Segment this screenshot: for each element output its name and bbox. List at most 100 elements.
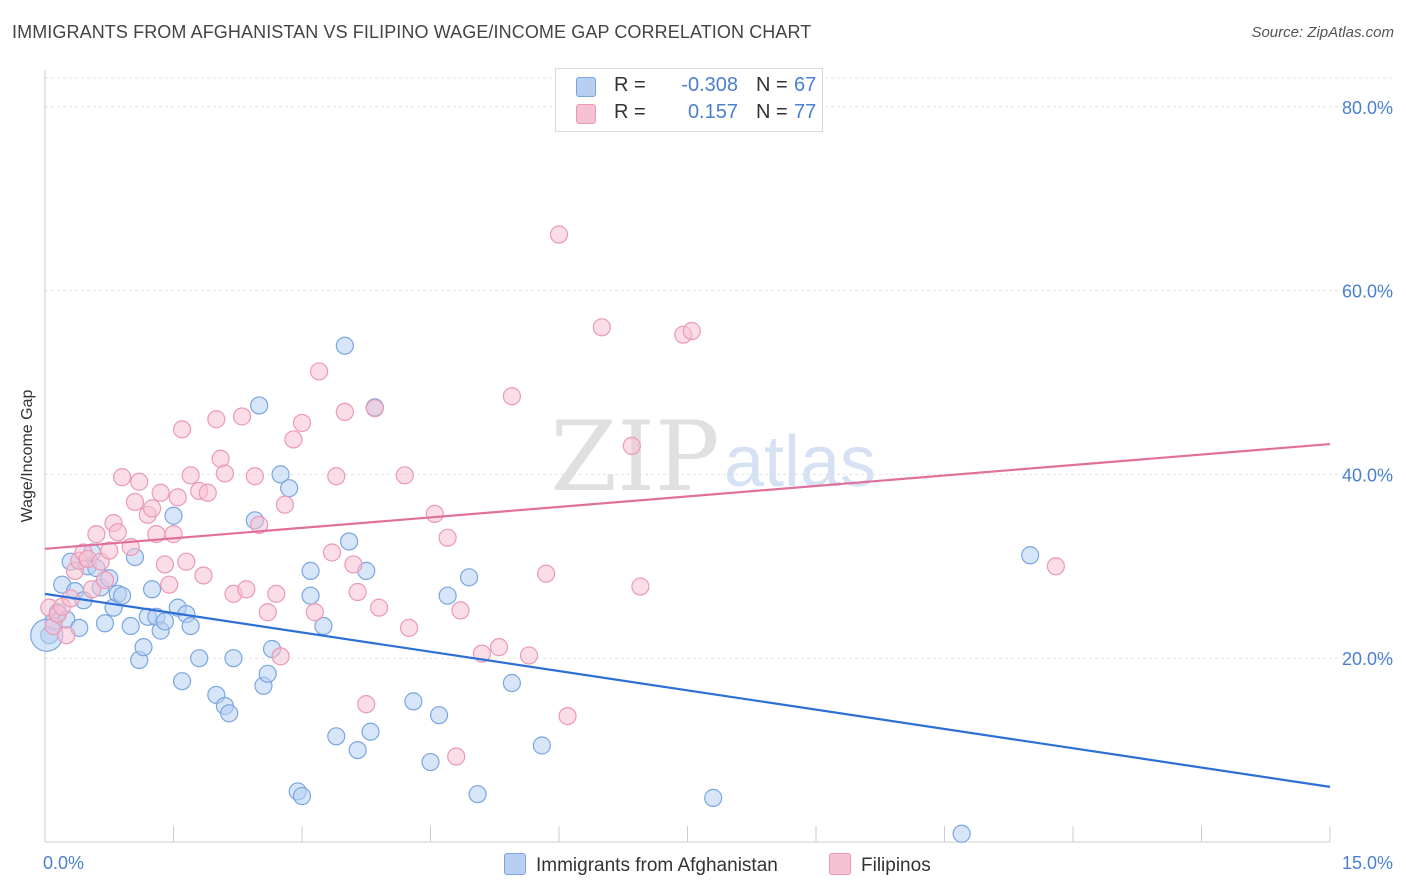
data-point <box>558 706 577 726</box>
data-point <box>1046 557 1065 576</box>
watermark-atlas: atlas <box>724 422 876 502</box>
data-point <box>181 466 200 485</box>
x-tick-label: 0.0% <box>43 853 84 873</box>
data-point <box>142 499 162 518</box>
trend-line-blue <box>44 592 1331 788</box>
watermark-zip: ZIP <box>550 401 719 513</box>
data-point <box>370 598 389 617</box>
data-point <box>704 788 723 807</box>
n-value: 77 <box>794 101 817 123</box>
data-point <box>322 543 342 562</box>
data-point <box>172 672 192 691</box>
data-point <box>95 614 115 633</box>
data-point <box>87 525 106 544</box>
y-tick-label: 60.0% <box>1342 282 1393 302</box>
r-label: R = <box>614 74 646 96</box>
stats-legend: R = -0.308 N = 67 R = 0.157 N = 77 <box>555 68 823 132</box>
y-tick-label: 40.0% <box>1342 465 1393 485</box>
data-point <box>250 396 269 415</box>
legend-swatch-pink <box>576 104 596 124</box>
data-point <box>631 577 650 596</box>
data-point <box>232 407 252 426</box>
data-point <box>155 612 175 631</box>
data-point <box>344 555 363 574</box>
data-point <box>168 488 187 507</box>
data-point <box>447 747 466 766</box>
data-point <box>310 362 329 381</box>
data-point <box>438 528 457 547</box>
data-point <box>425 504 444 524</box>
data-point <box>489 638 509 657</box>
trend-line-pink <box>44 442 1331 550</box>
data-point <box>459 568 479 587</box>
legend-label: Filipinos <box>861 855 931 876</box>
data-point <box>682 321 701 341</box>
data-point <box>155 555 175 574</box>
data-point <box>468 785 487 804</box>
r-value: -0.308 <box>681 74 738 96</box>
data-point <box>292 413 312 433</box>
data-point <box>1021 546 1040 565</box>
data-point <box>57 626 76 645</box>
data-point <box>181 616 200 636</box>
data-point <box>142 580 162 599</box>
data-point <box>622 436 641 455</box>
data-point <box>121 616 140 636</box>
data-point <box>399 618 419 637</box>
chart-title: IMMIGRANTS FROM AFGHANISTAN VS FILIPINO … <box>12 22 812 42</box>
data-point <box>532 736 551 755</box>
data-point <box>237 580 256 599</box>
data-point <box>112 468 132 487</box>
n-label: N = <box>756 101 788 123</box>
data-point <box>519 646 539 665</box>
data-point <box>125 492 145 512</box>
data-point <box>100 541 119 560</box>
data-point <box>549 225 569 244</box>
data-point <box>361 722 380 741</box>
data-point <box>267 584 286 603</box>
source-credit: Source: ZipAtlas.com <box>1251 24 1394 41</box>
y-tick-label: 20.0% <box>1342 649 1393 669</box>
data-point <box>502 673 521 693</box>
data-point <box>258 664 277 683</box>
y-tick-label: 80.0% <box>1342 98 1393 118</box>
legend-swatch-blue <box>576 77 596 97</box>
data-point <box>134 638 153 657</box>
data-point <box>340 532 359 551</box>
n-value: 67 <box>794 74 817 96</box>
data-point <box>335 336 354 355</box>
data-point <box>164 525 183 544</box>
data-point <box>190 649 209 668</box>
data-point <box>421 752 440 772</box>
axes <box>44 70 1331 843</box>
r-value: 0.157 <box>687 101 738 123</box>
data-point <box>429 706 449 725</box>
data-point <box>314 616 333 636</box>
data-point <box>220 704 239 723</box>
legend-item-filipinos[interactable]: Filipinos <box>829 853 931 877</box>
data-point <box>357 695 376 714</box>
data-point <box>250 515 269 535</box>
data-point <box>395 466 414 485</box>
data-point <box>327 727 346 746</box>
data-point <box>592 318 611 337</box>
data-point <box>305 603 324 622</box>
legend-item-afghanistan[interactable]: Immigrants from Afghanistan <box>504 853 778 877</box>
data-point <box>258 603 277 622</box>
data-point <box>198 483 217 502</box>
data-point <box>292 786 312 806</box>
data-point <box>130 472 149 491</box>
data-point <box>438 586 457 605</box>
x-tick-label: 15.0% <box>1342 853 1393 873</box>
data-point <box>335 402 354 421</box>
data-point <box>537 564 556 583</box>
data-point <box>194 566 213 585</box>
grid-lines <box>45 77 1392 659</box>
r-label: R = <box>614 101 646 123</box>
watermark: ZIP atlas <box>550 401 876 513</box>
data-point <box>404 692 423 711</box>
tick-labels: 20.0% 40.0% 60.0% 80.0% 0.0% 15.0% <box>43 98 1393 873</box>
data-point <box>280 479 299 498</box>
trend-lines <box>44 442 1331 788</box>
